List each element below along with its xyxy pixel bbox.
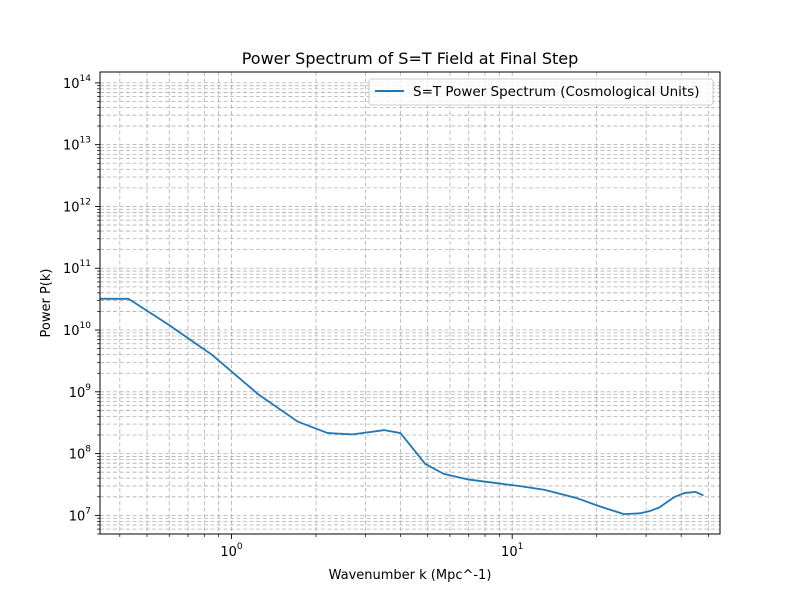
y-tick-label: 1013 bbox=[63, 136, 91, 154]
x-tick-label: 101 bbox=[501, 542, 523, 560]
y-tick-label: 109 bbox=[69, 383, 92, 401]
x-axis-label: Wavenumber k (Mpc^-1) bbox=[329, 568, 492, 583]
y-axis-label: Power P(k) bbox=[39, 269, 54, 338]
y-tick-label: 1010 bbox=[63, 321, 91, 339]
series-line-0 bbox=[100, 297, 704, 515]
y-tick-label: 107 bbox=[69, 506, 91, 524]
legend-label: S=T Power Spectrum (Cosmological Units) bbox=[413, 84, 699, 100]
ticks: 100 101 107 108 109 1010 1011 1012 1013 1014 bbox=[63, 74, 709, 560]
chart-title: Power Spectrum of S=T Field at Final Ste… bbox=[242, 49, 579, 68]
legend-box bbox=[368, 78, 714, 106]
plot-frame bbox=[99, 71, 721, 535]
y-tick-label: 108 bbox=[69, 445, 92, 463]
y-tick-label: 1011 bbox=[63, 259, 91, 277]
y-tick-label: 1014 bbox=[63, 74, 91, 92]
series-layer bbox=[100, 297, 704, 515]
legend: S=T Power Spectrum (Cosmological Units) bbox=[368, 78, 714, 106]
x-tick-label: 100 bbox=[220, 542, 243, 560]
y-tick-label: 1012 bbox=[63, 197, 91, 215]
